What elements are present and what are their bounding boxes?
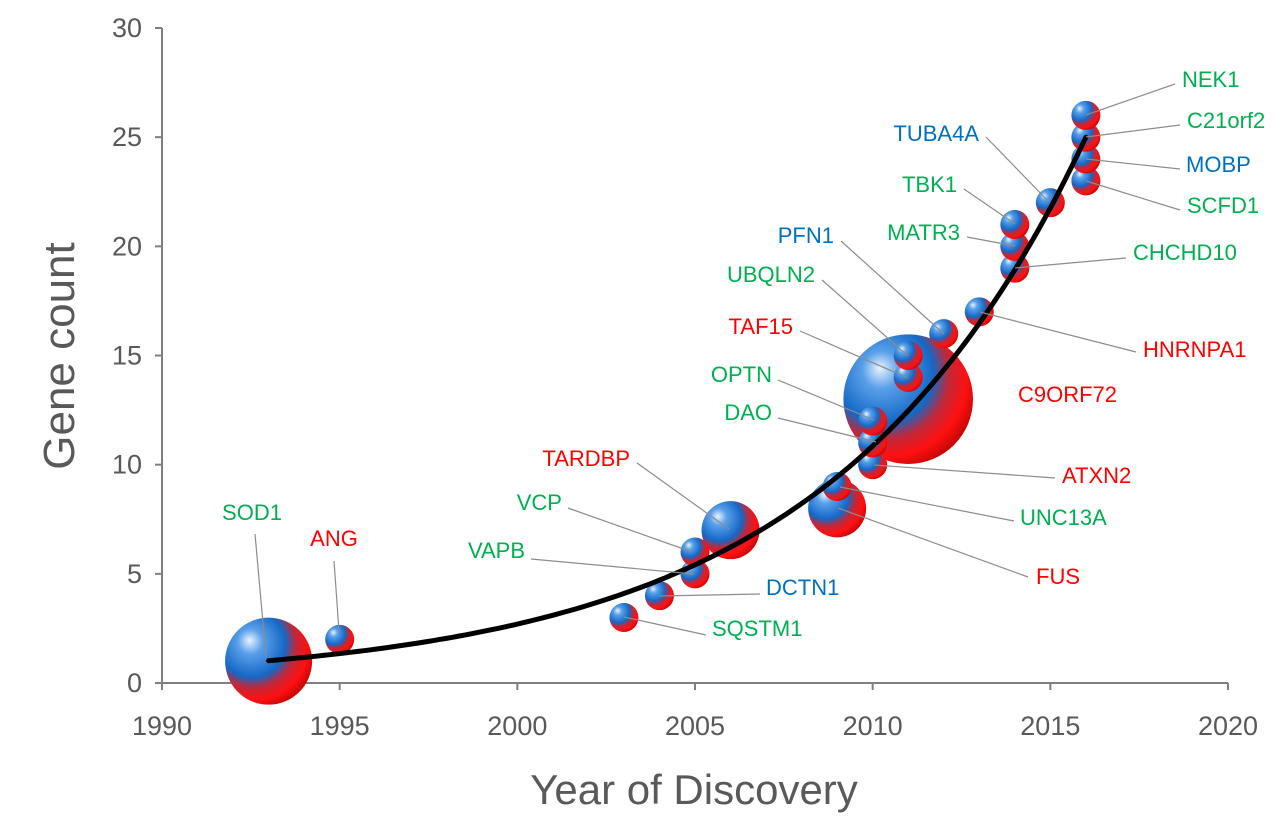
y-tick-label: 30 [112,13,142,43]
leader-line-dctn1 [658,593,761,597]
gene-label-tbk1: TBK1 [902,172,957,197]
gene-label-sqstm1: SQSTM1 [712,616,802,641]
leader-line-pfn1 [840,240,945,335]
leader-line-vapb [530,558,695,575]
gene-label-pfn1: PFN1 [778,223,834,248]
y-tick-label: 5 [127,559,142,589]
leader-line-atxn2 [873,464,1056,479]
leader-line-tuba4a [985,136,1050,203]
leader-line-mobp [1085,158,1181,170]
gene-label-c21orf2: C21orf2 [1187,108,1265,133]
gene-label-atxn2: ATXN2 [1062,463,1131,488]
x-tick-label: 1990 [132,711,192,741]
bubble-fus [808,479,867,538]
gene-label-unc13a: UNC13A [1020,505,1107,530]
leader-line-fus [837,507,1029,578]
bubble-optn [858,406,888,436]
gene-label-ang: ANG [310,526,358,551]
leader-line-sqstm1 [623,616,707,636]
gene-label-scfd1: SCFD1 [1187,193,1259,218]
axes: 1990 1995 2000 2005 2010 2015 2020 0 5 10 15 20 25 30 [112,13,1258,741]
y-tick-label: 20 [112,231,142,261]
y-axis-title: Gene count [35,242,84,470]
gene-label-ubqln2: UBQLN2 [727,262,815,287]
x-tick-label: 2020 [1198,711,1258,741]
bubble-tardbp [701,501,760,560]
leader-line-ubqln2 [821,279,909,357]
gene-label-tardbp: TARDBP [542,446,630,471]
bubble-unc13a [822,472,852,501]
gene-label-tuba4a: TUBA4A [893,121,979,146]
leader-line-optn [777,379,875,421]
leader-line-dao [777,417,877,443]
gene-label-hnrnpa1: HNRNPA1 [1143,337,1247,362]
leader-line-hnrnpa1 [979,311,1137,353]
y-tick-label: 10 [112,450,142,480]
gene-label-c9orf72: C9ORF72 [1018,382,1117,407]
bubble-taf15 [893,362,923,392]
x-tick-label: 2000 [487,711,547,741]
gene-label-matr3: MATR3 [887,220,960,245]
x-tick-label: 2005 [665,711,725,741]
leader-line-unc13a [839,486,1015,522]
gene-label-sod1: SOD1 [222,500,282,525]
gene-label-chchd10: CHCHD10 [1133,240,1237,265]
gene-label-optn: OPTN [711,362,772,387]
label-layer: SOD1 ANG SQSTM1 DCTN1 VAPB VCP TARDBP FUS UNC13A… [222,67,1265,658]
y-tick-label: 15 [112,341,142,371]
leader-line-ang [333,560,340,632]
y-tick-label: 25 [112,122,142,152]
bubble-scfd1 [1071,166,1101,196]
gene-label-nek1: NEK1 [1182,67,1239,92]
gene-label-dctn1: DCTN1 [766,575,839,600]
gene-label-dao: DAO [724,400,772,425]
leader-line-matr3 [966,236,1016,247]
gene-label-mobp: MOBP [1186,152,1251,177]
leader-line-tardbp [636,462,730,530]
leader-line-c21orf2 [1085,124,1181,138]
bubble-ang [325,624,355,654]
x-axis-title: Year of Discovery [530,766,858,813]
y-tick-label: 0 [127,668,142,698]
bubble-nek1 [1071,100,1101,130]
bubble-tbk1 [1000,210,1030,239]
bubble-hnrnpa1 [964,297,994,327]
bubble-layer [225,100,1101,705]
gene-label-fus: FUS [1036,564,1080,589]
leader-line-sod1 [254,533,267,658]
gene-label-vcp: VCP [517,490,562,515]
leader-line-chchd10 [1014,257,1127,269]
gene-label-taf15: TAF15 [729,314,793,339]
leader-line-vcp [567,507,693,553]
leader-line-taf15 [799,330,909,379]
leader-line-scfd1 [1085,180,1181,211]
leader-line-tbk1 [963,188,1016,225]
leader-line-nek1 [1085,83,1176,116]
x-tick-label: 2010 [843,711,903,741]
x-tick-label: 1995 [310,711,370,741]
bubble-atxn2 [858,450,888,480]
gene-label-vapb: VAPB [468,538,525,563]
x-tick-label: 2015 [1020,711,1080,741]
